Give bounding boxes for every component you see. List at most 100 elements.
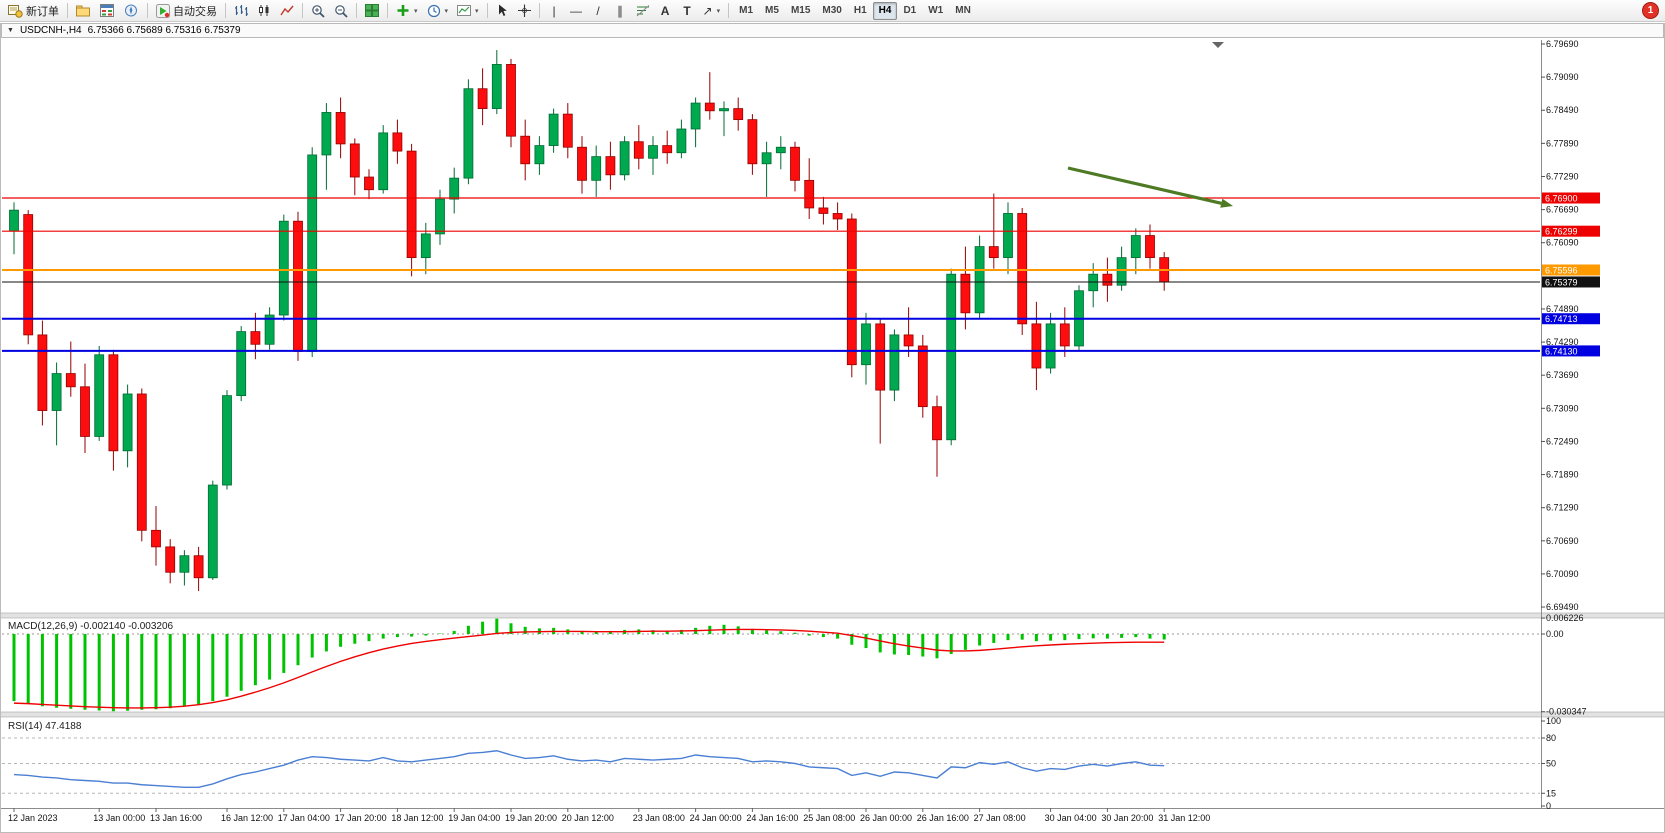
arrows-tool-button[interactable]: ↗ ▾: [699, 1, 725, 20]
candle: [619, 141, 630, 176]
candle: [37, 334, 48, 411]
market-watch-button[interactable]: [96, 1, 119, 20]
candle: [65, 373, 76, 388]
price-axis-label: 6.76690: [1546, 205, 1579, 215]
channel-tool-button[interactable]: ∥: [610, 1, 631, 20]
trend-arrow[interactable]: [1067, 166, 1222, 205]
templates-button[interactable]: ▾: [453, 1, 483, 20]
navigator-button[interactable]: [120, 1, 143, 20]
price-tag: [1542, 264, 1600, 276]
panel-splitter[interactable]: [0, 711, 1665, 718]
macd-axis-label: 0.00: [1546, 629, 1564, 639]
candle: [832, 213, 843, 220]
price-tag: [1542, 192, 1600, 204]
timeframe-d1[interactable]: D1: [897, 2, 922, 20]
timeframe-m1[interactable]: M1: [733, 2, 759, 20]
trendline-tool-button[interactable]: /: [588, 1, 609, 20]
candle: [534, 145, 545, 165]
zoom-in-button[interactable]: [307, 1, 329, 20]
trendline-icon: /: [596, 3, 600, 18]
tile-windows-button[interactable]: [361, 1, 383, 20]
chart-shift-marker-icon[interactable]: [1212, 42, 1224, 48]
timeframe-w1[interactable]: W1: [922, 2, 949, 20]
candle: [264, 314, 275, 345]
time-axis-label: 25 Jan 08:00: [803, 813, 855, 823]
timeframe-m5[interactable]: M5: [759, 2, 785, 20]
candle: [506, 64, 516, 137]
tile-windows-icon: [365, 4, 379, 17]
bar-chart-button[interactable]: [230, 1, 252, 20]
candle: [108, 354, 119, 452]
collapse-triangle-icon[interactable]: ▼: [7, 27, 14, 34]
timeframe-h4[interactable]: H4: [872, 1, 898, 20]
time-axis-label: 17 Jan 20:00: [335, 813, 387, 823]
rsi-line: [13, 750, 1165, 788]
vertical-line-tool-button[interactable]: |: [544, 1, 565, 20]
candle: [889, 334, 900, 391]
label-tool-button[interactable]: T: [677, 1, 698, 20]
candle: [151, 529, 161, 548]
candle: [222, 395, 232, 486]
profiles-button[interactable]: [72, 1, 95, 20]
autotrade-label: 自动交易: [173, 5, 217, 18]
price-tag-label: 6.75596: [1545, 265, 1578, 275]
candle: [349, 143, 360, 178]
time-axis-label: 24 Jan 16:00: [746, 813, 798, 823]
trend-arrow-head[interactable]: [1220, 198, 1233, 208]
candle: [1130, 235, 1141, 259]
timeframe-h1[interactable]: H1: [848, 2, 873, 20]
time-axis-label: 31 Jan 12:00: [1158, 813, 1210, 823]
time-axis-label: 23 Jan 08:00: [633, 813, 685, 823]
time-axis-label: 12 Jan 2023: [8, 813, 58, 823]
notification-badge[interactable]: 1: [1642, 2, 1659, 19]
candle: [122, 393, 133, 452]
toolbar-separator: [728, 3, 730, 18]
crosshair-tool-button[interactable]: [514, 1, 535, 20]
candle: [165, 546, 176, 573]
line-chart-button[interactable]: [276, 1, 298, 20]
text-tool-button[interactable]: A: [655, 1, 676, 20]
price-axis-label: 6.77890: [1546, 138, 1579, 148]
zoom-out-icon: [335, 4, 348, 18]
horizontal-line-icon: —: [570, 3, 583, 18]
zoom-out-button[interactable]: [330, 1, 352, 20]
new-order-button[interactable]: 新订单: [4, 1, 63, 20]
indicators-button[interactable]: ▾: [392, 1, 422, 20]
price-tag: [1542, 313, 1600, 325]
autotrade-icon: [156, 3, 170, 18]
toolbar-separator: [67, 3, 68, 18]
candle: [207, 484, 218, 579]
toolbar-separator: [387, 3, 388, 18]
candle: [861, 323, 871, 366]
fibonacci-tool-button[interactable]: [632, 1, 654, 20]
price-axis-label: 6.70090: [1546, 569, 1579, 579]
candle: [477, 88, 488, 109]
candle: [1102, 273, 1113, 286]
candle: [775, 146, 786, 154]
rsi-axis-label: 100: [1546, 716, 1561, 726]
panel-splitter[interactable]: [0, 612, 1665, 619]
timeframe-m15[interactable]: M15: [785, 2, 816, 20]
time-axis-label: 19 Jan 04:00: [448, 813, 500, 823]
candle: [463, 88, 474, 179]
candle: [974, 246, 985, 314]
profiles-icon: [76, 5, 90, 16]
time-axis-label: 13 Jan 00:00: [93, 813, 145, 823]
candle: [733, 108, 744, 121]
candlestick-chart-button[interactable]: [253, 1, 275, 20]
timeframe-mn[interactable]: MN: [949, 2, 977, 20]
macd-axis-label: 0.006226: [1546, 613, 1584, 623]
time-axis-label: 19 Jan 20:00: [505, 813, 557, 823]
candle: [9, 209, 19, 232]
autotrade-button[interactable]: 自动交易: [152, 1, 221, 20]
candle: [875, 323, 886, 391]
candle: [932, 406, 942, 441]
toolbar-separator: [356, 3, 357, 18]
horizontal-line-tool-button[interactable]: —: [566, 1, 587, 20]
timeframe-m30[interactable]: M30: [816, 2, 847, 20]
cursor-tool-button[interactable]: [492, 1, 513, 20]
candle: [250, 331, 261, 345]
periods-button[interactable]: ▾: [423, 1, 453, 20]
candle: [548, 113, 559, 146]
